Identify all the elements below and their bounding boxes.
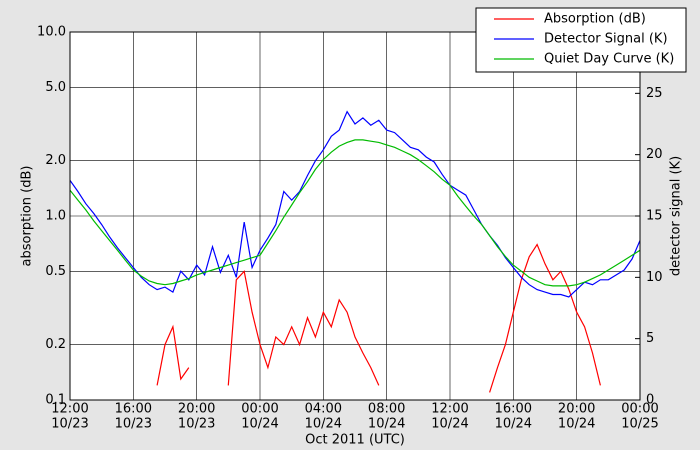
x-tick-label: 16:00 — [495, 402, 532, 417]
legend: Absorption (dB) Detector Signal (K) Quiet … — [475, 7, 687, 73]
y-tick-label: 0.5 — [45, 264, 66, 279]
x-tick-label: 10/23 — [51, 417, 88, 432]
x-tick-label: 10/24 — [368, 417, 405, 432]
series-layer — [70, 110, 640, 393]
x-tick-label: 20:00 — [178, 402, 215, 417]
legend-label: Absorption (dB) — [544, 12, 646, 27]
x-tick-label: 10/24 — [241, 417, 278, 432]
y-tick-label: 5.0 — [45, 80, 66, 95]
x-tick-label: 10/24 — [305, 417, 342, 432]
y-tick-label: 1.0 — [45, 209, 66, 224]
x-tick-label: 10/23 — [115, 417, 152, 432]
y-tick-label: 10.0 — [37, 25, 66, 40]
x-tick-label: 16:00 — [115, 402, 152, 417]
x-tick-label: 12:00 — [431, 402, 468, 417]
series-line — [156, 243, 601, 393]
y2-tick-label: 25 — [646, 86, 663, 101]
series-line — [70, 139, 640, 287]
y2-tick-label: 15 — [646, 209, 663, 224]
legend-label: Detector Signal (K) — [544, 32, 668, 47]
x-tick-label: 10/25 — [621, 417, 658, 432]
x-tick-label: 20:00 — [558, 402, 595, 417]
series-line — [70, 110, 640, 298]
x-axis-label: Oct 2011 (UTC) — [305, 433, 405, 448]
x-tick-label: 08:00 — [368, 402, 405, 417]
y-tick-label: 0.2 — [45, 337, 66, 352]
y-tick-label: 2.0 — [45, 153, 66, 168]
x-tick-label: 12:00 — [51, 402, 88, 417]
y2-tick-label: 0 — [646, 393, 654, 408]
x-tick-label: 10/24 — [558, 417, 595, 432]
y2-tick-label: 5 — [646, 331, 654, 346]
x-tick-label: 04:00 — [305, 402, 342, 417]
y2-tick-label: 10 — [646, 270, 663, 285]
x-tick-label: 00:00 — [241, 402, 278, 417]
y2-axis-label: detector signal (K) — [669, 156, 684, 276]
x-tick-label: 10/24 — [495, 417, 532, 432]
x-tick-label: 00:00 — [621, 402, 658, 417]
y-axis-label: absorption (dB) — [20, 166, 35, 267]
x-tick-label: 10/23 — [178, 417, 215, 432]
y2-tick-label: 20 — [646, 147, 663, 162]
x-tick-label: 10/24 — [431, 417, 468, 432]
y-tick-label: 0.1 — [45, 393, 66, 408]
legend-label: Quiet Day Curve (K) — [544, 52, 674, 67]
grid — [69, 31, 641, 401]
